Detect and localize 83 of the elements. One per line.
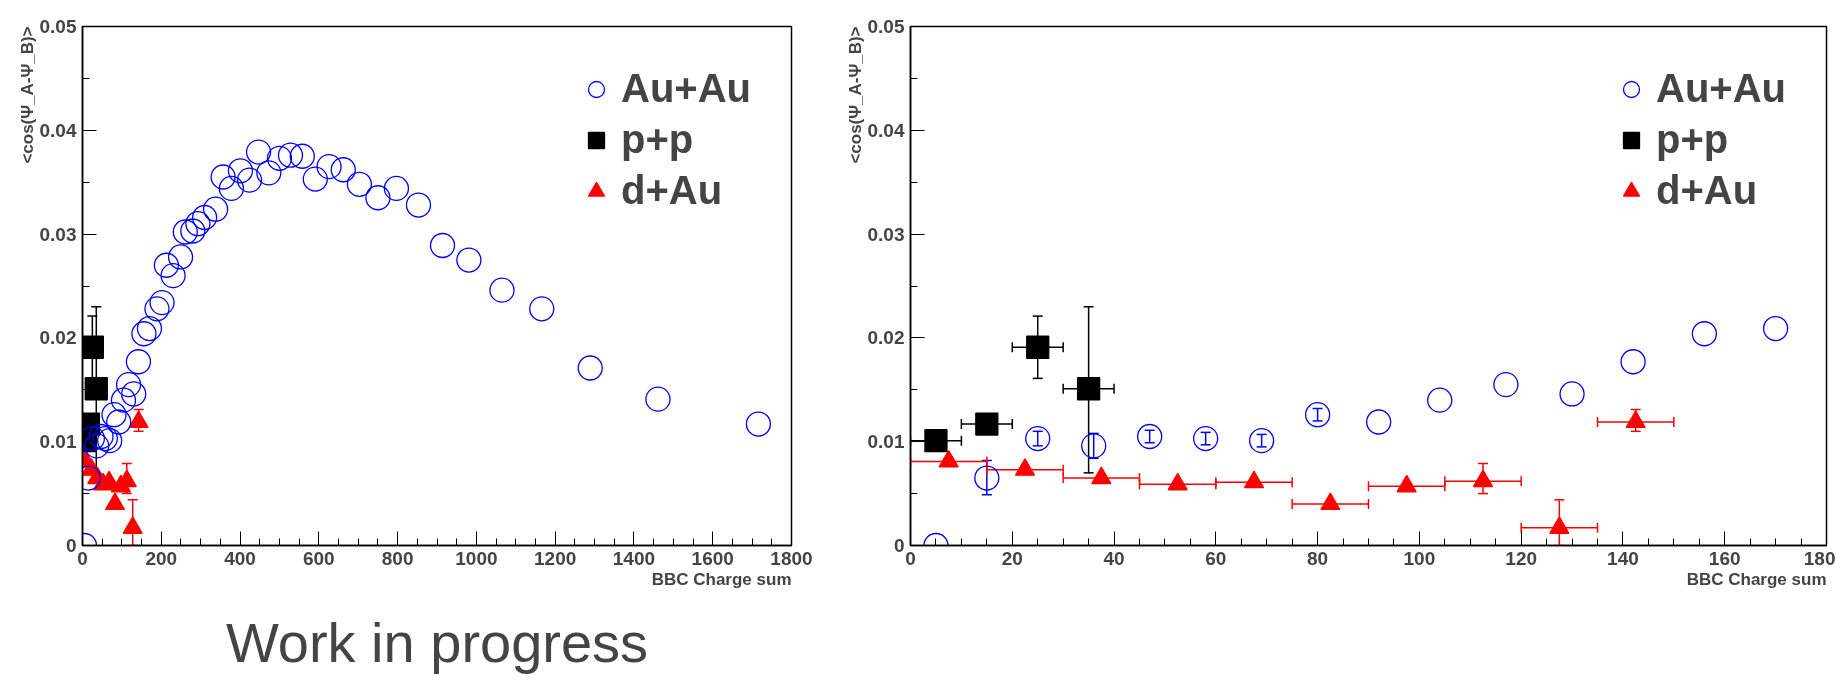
- y-tick-label: 0.04: [867, 119, 905, 141]
- point: [245, 139, 272, 165]
- x-tick-label: 400: [224, 547, 256, 569]
- point: [97, 428, 123, 454]
- legend-label: d+Au: [1656, 168, 1758, 213]
- x-tick-label: 40: [1103, 547, 1125, 569]
- y-tick-label: 0.03: [39, 223, 77, 245]
- point: [529, 296, 555, 322]
- x-axis-title: BBC Charge sum: [1686, 569, 1827, 589]
- y-axis-title: <cos(Ψ_A-Ψ_B)>: [845, 26, 865, 164]
- text: Work in progress: [225, 610, 649, 674]
- point: [277, 142, 304, 168]
- point: [121, 381, 147, 407]
- point: [256, 160, 282, 186]
- legend-label: p+p: [1656, 117, 1729, 162]
- x-tick-label: 1800: [770, 547, 813, 569]
- point: [84, 433, 110, 459]
- point: [227, 158, 254, 184]
- point: [185, 211, 211, 237]
- x-tick-label: 60: [1205, 547, 1227, 569]
- point: [645, 386, 671, 412]
- point: [745, 411, 772, 437]
- y-tick-label: 0.04: [39, 119, 77, 141]
- x-tick-label: 180: [1803, 547, 1836, 569]
- point: [110, 387, 137, 413]
- point: [149, 289, 175, 316]
- x-tick-label: 80: [1307, 547, 1329, 569]
- point: [210, 164, 236, 190]
- legend-label: Au+Au: [1656, 66, 1786, 111]
- point: [489, 277, 515, 303]
- point: [101, 402, 127, 428]
- x-tick-label: 1600: [691, 547, 734, 569]
- legend-label: Au+Au: [621, 66, 751, 111]
- point: [266, 145, 293, 171]
- point: [125, 349, 152, 375]
- point: [577, 355, 603, 381]
- point: [330, 157, 356, 183]
- y-tick-label: 0.02: [867, 327, 905, 349]
- point: [106, 409, 132, 435]
- point: [131, 321, 157, 347]
- point: [167, 244, 194, 270]
- x-tick-label: 800: [381, 547, 414, 569]
- point: [289, 143, 315, 169]
- point: [316, 154, 342, 180]
- x-tick-label: 120: [1505, 547, 1538, 569]
- point: [365, 185, 391, 211]
- point: [202, 196, 229, 222]
- point: [429, 232, 456, 259]
- point: [153, 252, 180, 278]
- y-axis-title: <cos(Ψ_A-Ψ_B)>: [17, 26, 37, 164]
- point: [180, 218, 206, 244]
- y-tick-label: 0.01: [867, 431, 905, 453]
- point: [144, 296, 170, 322]
- x-tick-label: 1000: [455, 547, 498, 569]
- point: [82, 335, 104, 359]
- x-tick-label: 1400: [612, 547, 656, 569]
- point: [172, 219, 198, 245]
- point: [456, 247, 482, 273]
- x-tick-label: 200: [145, 547, 178, 569]
- y-tick-label: 0.03: [867, 223, 905, 245]
- x-tick-label: 600: [302, 547, 335, 569]
- y-tick-label: 0.05: [39, 16, 77, 37]
- x-tick-label: 20: [1001, 547, 1023, 569]
- point: [136, 315, 163, 342]
- point: [302, 166, 328, 192]
- point: [346, 171, 373, 197]
- x-tick-label: 140: [1607, 547, 1639, 569]
- point: [218, 175, 245, 202]
- point: [115, 371, 142, 398]
- x-axis-title: BBC Charge sum: [651, 569, 792, 589]
- legend-label: p+p: [621, 117, 694, 162]
- point: [236, 167, 263, 193]
- y-tick-label: 0.01: [39, 431, 77, 453]
- x-tick-label: 1200: [534, 547, 577, 569]
- point: [160, 262, 186, 289]
- x-tick-label: 100: [1403, 547, 1436, 569]
- y-tick-label: 0.05: [867, 16, 905, 37]
- point: [191, 204, 218, 231]
- point: [383, 175, 410, 202]
- y-tick-label: 0.02: [39, 327, 77, 349]
- x-tick-label: 160: [1708, 547, 1741, 569]
- legend-label: d+Au: [621, 168, 723, 213]
- point: [405, 192, 432, 218]
